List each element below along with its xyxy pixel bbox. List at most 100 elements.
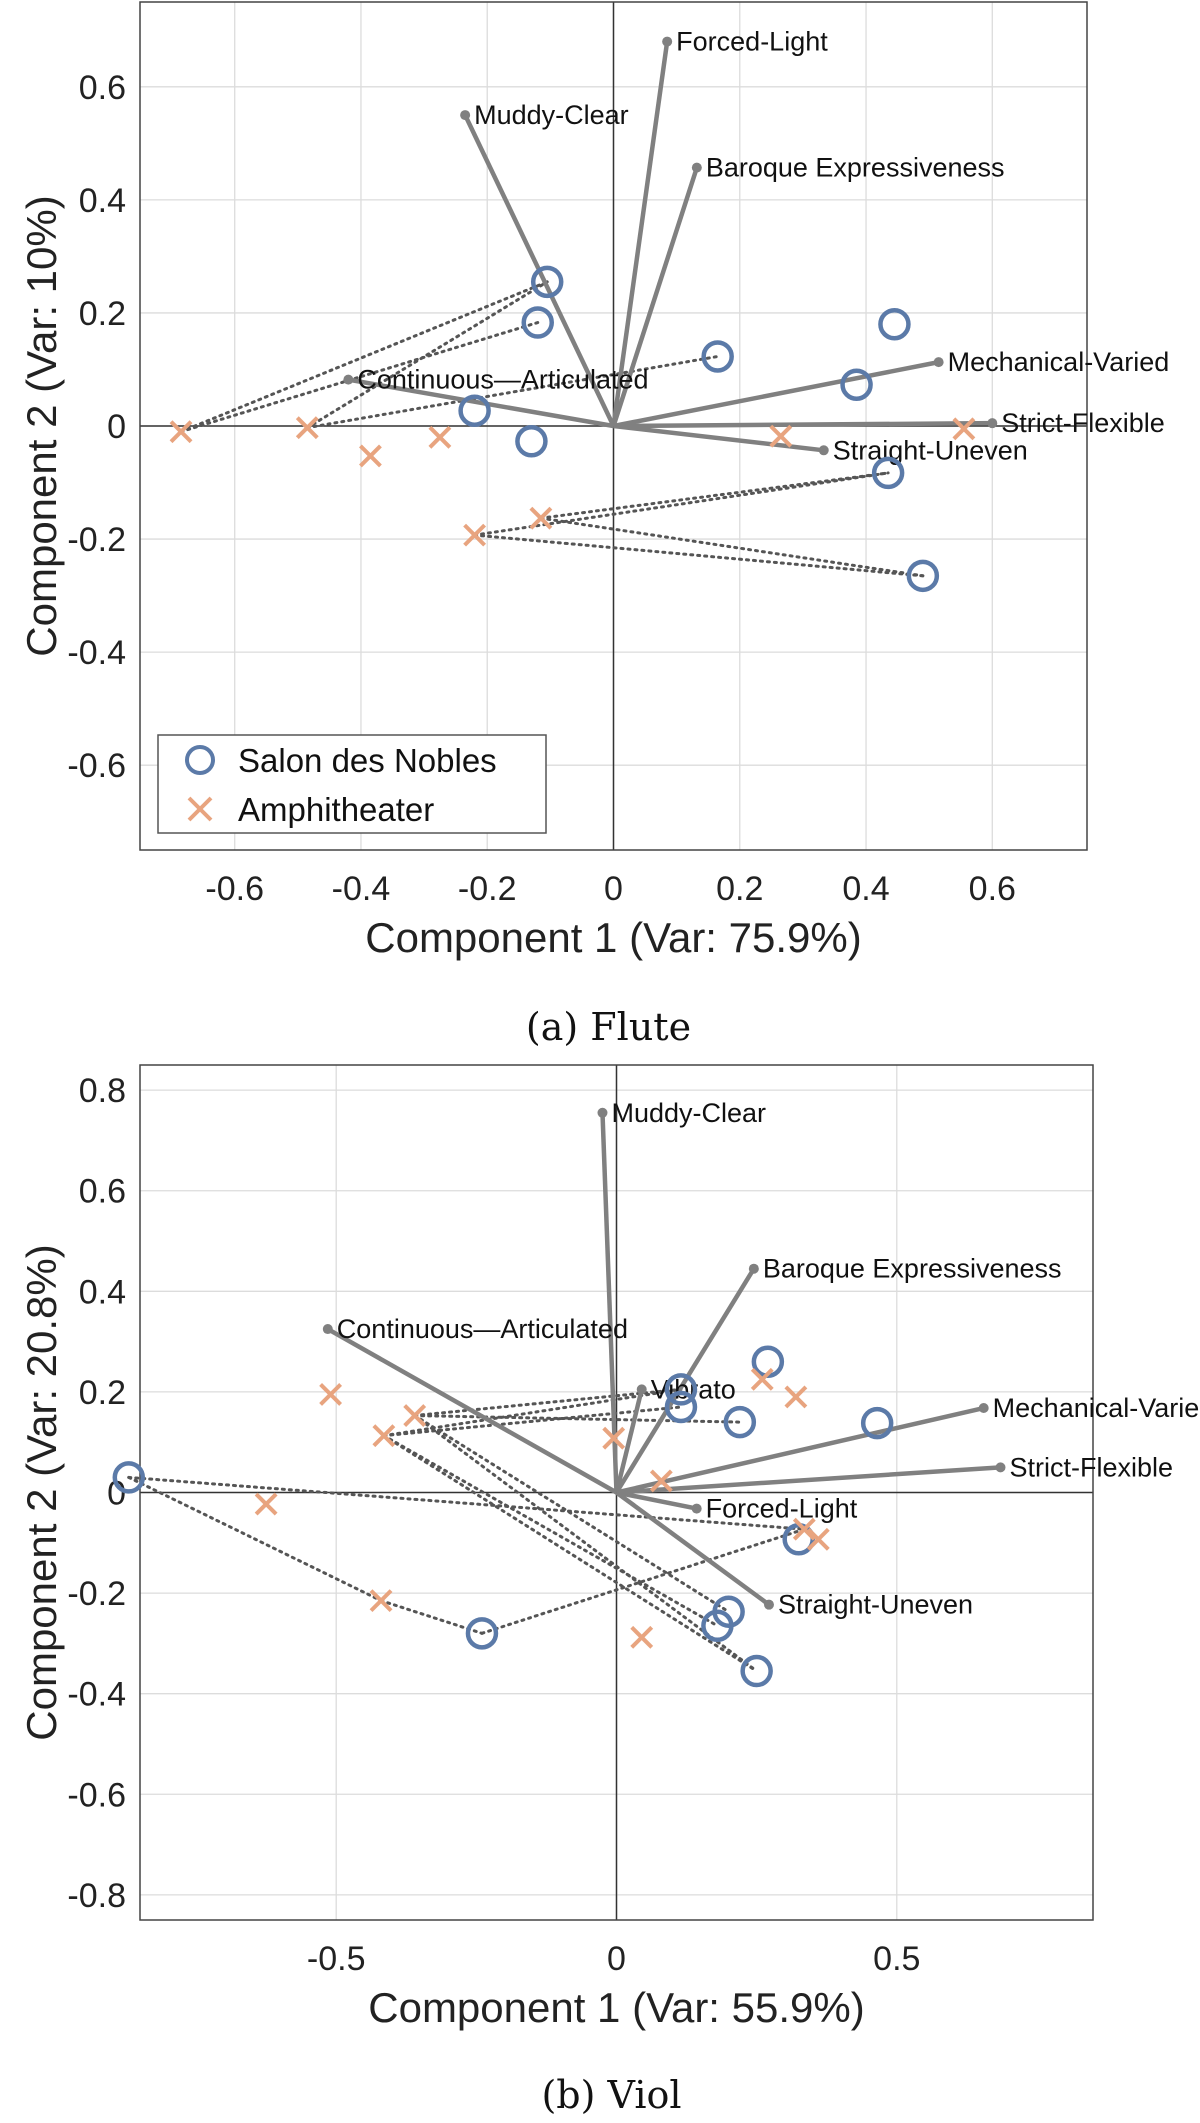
loading-label: Strict-Flexible xyxy=(1010,1452,1174,1482)
amphi-point-stroke xyxy=(769,424,793,448)
salon-point xyxy=(515,425,548,458)
loading-vector xyxy=(347,377,614,429)
amphi-point-stroke xyxy=(463,523,487,547)
amphi-point-stroke xyxy=(319,1383,343,1406)
amphi-point xyxy=(529,506,553,530)
amphi-point xyxy=(784,1385,808,1409)
x-tick-label: -0.2 xyxy=(458,870,517,908)
salon-point xyxy=(112,1461,146,1494)
y-tick-label: 0.8 xyxy=(79,1072,126,1110)
amphi-point-stroke xyxy=(784,1385,808,1409)
pair-link xyxy=(480,1527,806,1635)
salon-point xyxy=(840,368,873,401)
amphi-point xyxy=(463,523,487,547)
pair-link xyxy=(382,1434,719,1628)
loading-vector xyxy=(326,1327,618,1495)
loading-vector xyxy=(600,1112,619,1493)
amphi-point-stroke xyxy=(369,1589,393,1613)
x-tick-label: 0.2 xyxy=(716,870,763,908)
loading-label: Mechanical-Varied xyxy=(948,347,1170,377)
y-tick-label: 0.2 xyxy=(79,1374,126,1412)
plot-frame xyxy=(139,1,1088,851)
loading-vector xyxy=(616,1490,698,1511)
pair-link xyxy=(179,321,540,434)
loading-endpoint xyxy=(322,1324,333,1335)
panel-caption: (a) Flute xyxy=(526,1005,691,1049)
legend-salon-label: Salon des Nobles xyxy=(238,742,497,779)
amphi-point xyxy=(359,444,382,468)
loading-vector xyxy=(613,420,993,429)
x-axis-label: Component 1 (Var: 55.9%) xyxy=(368,1984,864,2031)
loading-endpoint xyxy=(763,1599,774,1610)
loading-label: Muddy-Clear xyxy=(474,100,629,130)
amphi-point-stroke xyxy=(750,1367,774,1391)
pair-link xyxy=(539,471,890,520)
loading-vector xyxy=(611,166,699,427)
loading-label: Mechanical-Varied xyxy=(993,1393,1200,1423)
loading-endpoint xyxy=(978,1403,989,1414)
y-tick-label: -0.8 xyxy=(67,1877,126,1915)
x-tick-label: -0.6 xyxy=(205,870,264,908)
loading-vector xyxy=(614,1388,644,1494)
salon-point xyxy=(664,1390,698,1424)
loading-endpoint xyxy=(460,110,471,121)
x-axis-label: Component 1 (Var: 75.9%) xyxy=(365,914,861,961)
y-axis-label: Component 2 (Var: 20.8%) xyxy=(18,1244,65,1740)
y-tick-label: -0.4 xyxy=(67,1676,126,1714)
plot-frame xyxy=(139,1064,1094,1921)
salon-point xyxy=(871,456,905,490)
loading-vector xyxy=(613,359,940,429)
salon-point xyxy=(723,1405,757,1439)
loading-endpoint xyxy=(995,1462,1006,1473)
x-tick-label: 0.5 xyxy=(873,1940,920,1978)
loading-label: Straight-Uneven xyxy=(778,1590,973,1620)
pair-link xyxy=(539,516,925,578)
loading-label: Straight-Uneven xyxy=(833,435,1028,465)
pair-link xyxy=(473,533,925,578)
amphi-point-stroke xyxy=(372,1424,396,1448)
amphi-point-stroke xyxy=(169,420,193,444)
amphi-point-stroke xyxy=(649,1469,673,1493)
loading-label: Continuous—Articulated xyxy=(337,1314,628,1344)
amphi-point xyxy=(428,425,452,449)
y-tick-label: 0.4 xyxy=(79,1273,126,1311)
loading-endpoint xyxy=(343,374,354,385)
loading-label: Muddy-Clear xyxy=(611,1098,766,1128)
amphi-point xyxy=(369,1589,393,1613)
amphi-point-stroke xyxy=(952,417,976,441)
amphi-point xyxy=(792,1517,816,1541)
y-tick-label: -0.2 xyxy=(67,521,126,559)
pair-link xyxy=(305,354,720,430)
loading-vector xyxy=(616,1465,1001,1495)
x-tick-label: 0 xyxy=(604,870,623,908)
chart-flute: -0.6 -0.4 -0.2 0 0.2 0.4 0.6 -0.6 -0.4 -0.2 0 0.2 0.… xyxy=(18,1,1170,1049)
amphi-point-stroke xyxy=(806,1527,830,1551)
loading-vector xyxy=(614,1267,756,1494)
pair-link xyxy=(127,1475,383,1603)
legend-amphi-label: Amphitheater xyxy=(238,791,434,828)
legend-box xyxy=(157,734,547,834)
pair-link xyxy=(413,1387,683,1418)
loading-label: Baroque Expressiveness xyxy=(706,153,1005,183)
y-axis-label: Component 2 (Var: 10%) xyxy=(18,195,65,656)
x-tick-label: 0 xyxy=(607,1940,626,1978)
y-tick-label: 0 xyxy=(107,408,126,446)
salon-point xyxy=(860,1406,894,1440)
y-tick-label: -0.2 xyxy=(67,1575,126,1613)
y-tick-label: 0.4 xyxy=(79,182,126,220)
y-tick-label: 0.2 xyxy=(79,295,126,333)
salon-point xyxy=(521,306,554,339)
amphi-point xyxy=(769,424,793,448)
loading-label: Continuous—Articulated xyxy=(357,365,648,395)
loading-endpoint xyxy=(662,36,673,47)
legend-amphi-marker xyxy=(187,796,213,822)
chart-viol: -0.5 0 0.5 -0.8 -0.6 -0.4 -0.2 0 0.2 0.4 0.6 0.8 Mud… xyxy=(18,1064,1200,2117)
y-tick-label: 0 xyxy=(107,1475,126,1513)
amphi-point xyxy=(295,416,319,440)
salon-point xyxy=(458,394,491,427)
salon-point xyxy=(465,1617,499,1650)
loading-vector xyxy=(611,41,670,427)
pair-link xyxy=(382,1434,759,1673)
amphi-point-stroke xyxy=(403,1404,427,1427)
